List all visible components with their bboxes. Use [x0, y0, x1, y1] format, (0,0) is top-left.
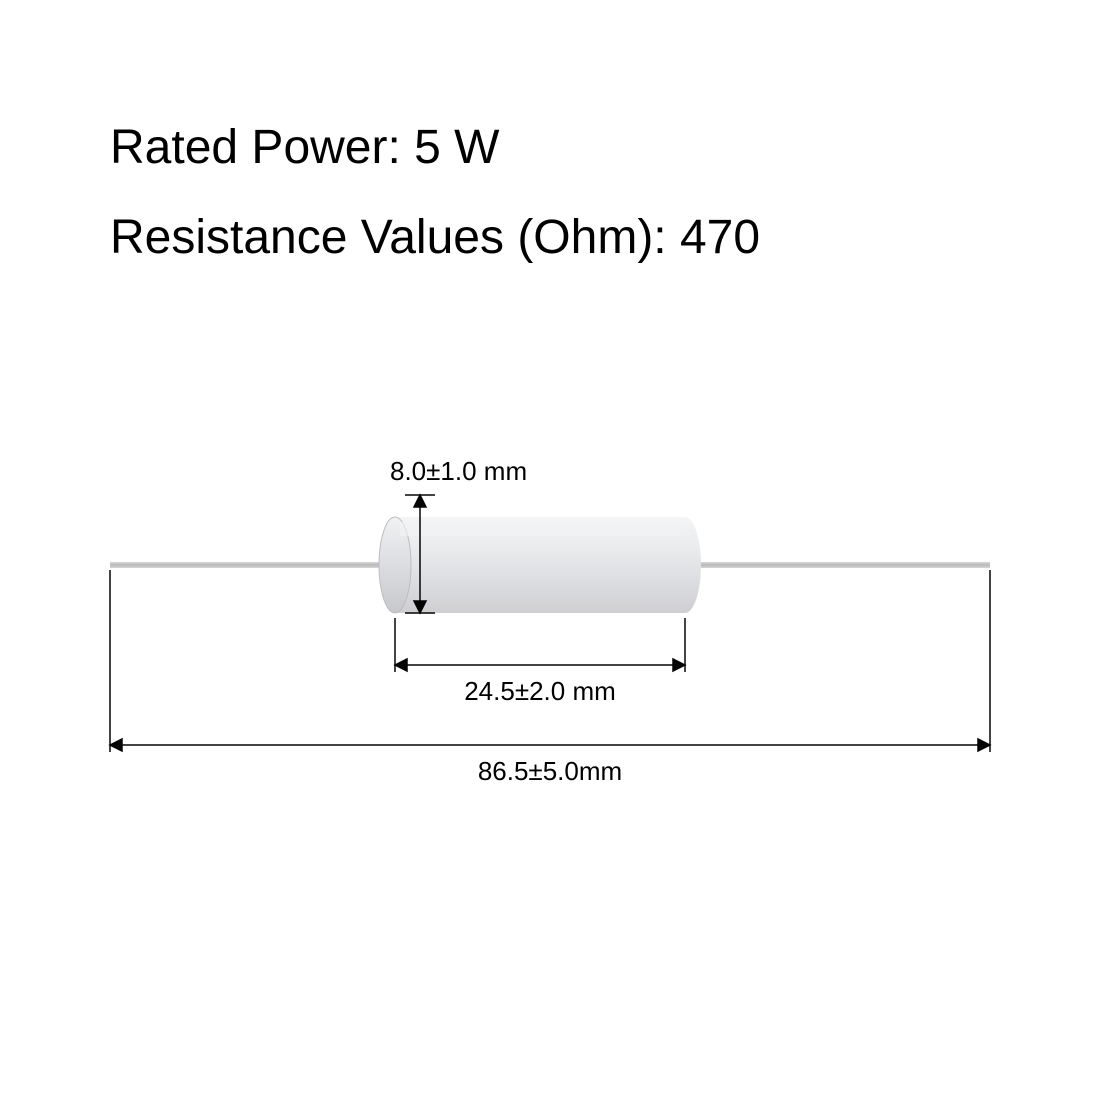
resistor-drawing: 8.0±1.0 mm 24.5±2.0 mm: [0, 0, 1100, 1100]
resistor-spec-diagram: Rated Power: 5 W Resistance Values (Ohm)…: [0, 0, 1100, 1100]
lead-wire-right: [685, 562, 990, 568]
total-length-dim-label: 86.5±5.0mm: [478, 756, 622, 786]
body-length-dim: [395, 618, 685, 672]
diameter-dim-label: 8.0±1.0 mm: [390, 456, 527, 486]
body-length-dim-label: 24.5±2.0 mm: [464, 676, 616, 706]
lead-wire-left: [110, 562, 395, 568]
resistor-body: [379, 517, 701, 613]
